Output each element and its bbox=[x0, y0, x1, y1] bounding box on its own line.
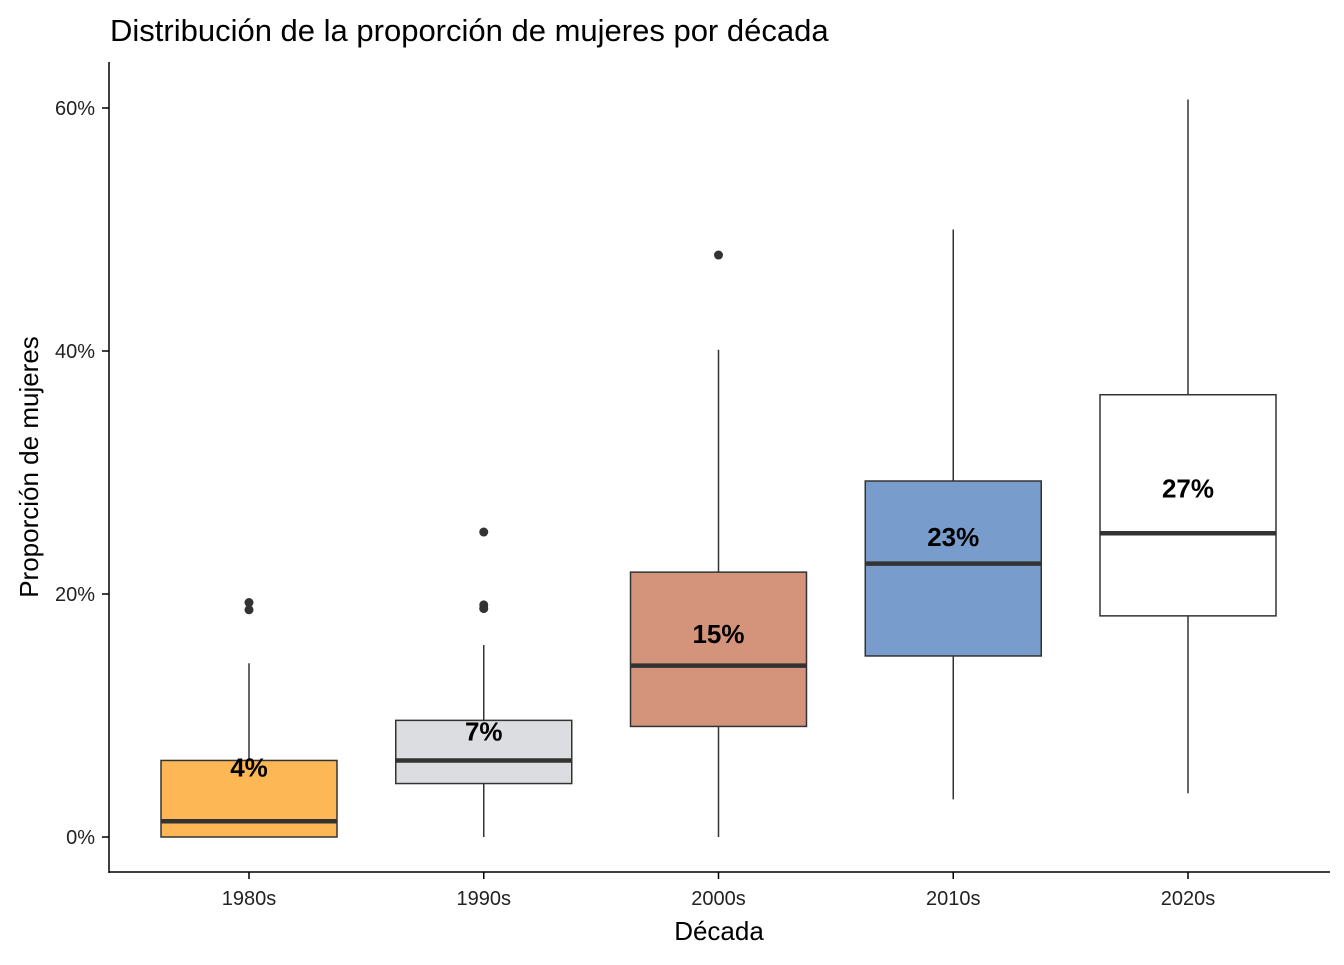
y-axis-label: Proporción de mujeres bbox=[14, 336, 44, 598]
y-tick-label: 60% bbox=[55, 98, 95, 120]
y-tick-label: 0% bbox=[66, 827, 95, 849]
mean-label: 7% bbox=[465, 716, 503, 746]
chart-title: Distribución de la proporción de mujeres… bbox=[110, 13, 829, 48]
y-tick-label: 20% bbox=[55, 584, 95, 606]
outlier-point bbox=[479, 600, 489, 610]
mean-label: 4% bbox=[230, 753, 268, 783]
x-tick-label: 2000s bbox=[691, 888, 746, 910]
box-iqr bbox=[629, 571, 808, 728]
box-1990s: 7% bbox=[395, 527, 573, 837]
x-axis-label: Década bbox=[674, 916, 764, 946]
x-tick-label: 1980s bbox=[222, 888, 277, 910]
outlier-point bbox=[244, 605, 254, 615]
mean-label: 23% bbox=[927, 522, 979, 552]
box-iqr bbox=[864, 480, 1042, 657]
outlier-point bbox=[479, 527, 489, 537]
box-iqr bbox=[160, 759, 338, 838]
box-2020s: 27% bbox=[1099, 99, 1277, 794]
mean-label: 15% bbox=[692, 619, 744, 649]
x-tick-label: 2010s bbox=[926, 888, 981, 910]
x-tick-label: 2020s bbox=[1161, 888, 1216, 910]
box-2010s: 23% bbox=[864, 229, 1042, 800]
x-tick-label: 1990s bbox=[457, 888, 512, 910]
box-iqr bbox=[395, 719, 573, 785]
outlier-point bbox=[244, 598, 254, 608]
outlier-point bbox=[714, 250, 723, 260]
box-1980s: 4% bbox=[160, 598, 338, 838]
y-tick-label: 40% bbox=[55, 341, 95, 363]
box-2000s: 15% bbox=[629, 250, 808, 837]
box-iqr bbox=[1099, 393, 1277, 617]
mean-label: 27% bbox=[1162, 473, 1214, 503]
